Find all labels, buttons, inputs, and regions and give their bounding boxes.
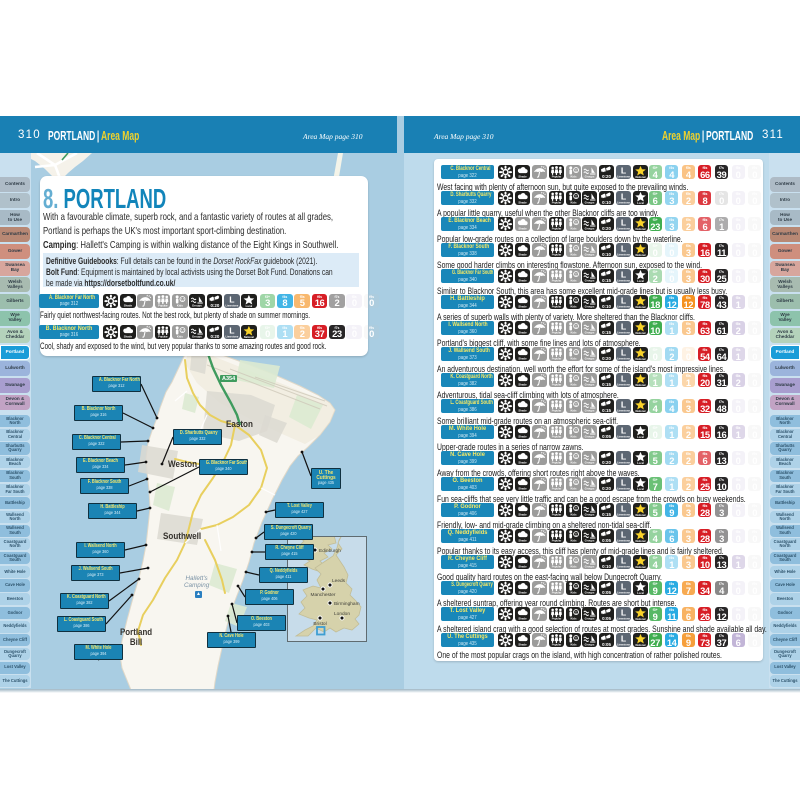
svg-text:Limestone: Limestone — [226, 334, 239, 338]
svg-text:Limestone: Limestone — [226, 303, 239, 307]
svg-text:Local: Local — [637, 435, 644, 439]
svg-text:National: National — [635, 643, 645, 647]
svg-text:Local: Local — [637, 591, 644, 595]
svg-text:Local: Local — [637, 201, 644, 205]
svg-text:National: National — [635, 227, 645, 231]
svg-text:L: L — [621, 556, 627, 566]
svg-text:L: L — [621, 582, 627, 592]
svg-text:L: L — [621, 244, 627, 254]
svg-text:L: L — [621, 374, 627, 384]
svg-text:0:10: 0:10 — [602, 304, 611, 309]
svg-text:Local: Local — [637, 487, 644, 491]
svg-text:Limestone: Limestone — [617, 643, 630, 647]
svg-text:Edinburgh: Edinburgh — [319, 548, 341, 554]
svg-text:L: L — [621, 608, 627, 618]
svg-text:Limestone: Limestone — [617, 175, 630, 179]
svg-text:0:20: 0:20 — [210, 302, 219, 307]
svg-text:Local: Local — [637, 461, 644, 465]
svg-text:0:05: 0:05 — [602, 590, 611, 595]
svg-text:Limestone: Limestone — [617, 331, 630, 335]
svg-text:Bristol: Bristol — [313, 621, 326, 627]
svg-text:National: National — [635, 617, 645, 621]
svg-text:0:05: 0:05 — [602, 642, 611, 647]
svg-text:0:20: 0:20 — [210, 333, 219, 338]
svg-text:L: L — [621, 504, 627, 514]
svg-text:Limestone: Limestone — [617, 279, 630, 283]
svg-text:0:05: 0:05 — [602, 434, 611, 439]
svg-text:National: National — [635, 383, 645, 387]
svg-text:L: L — [621, 400, 627, 410]
svg-text:Limestone: Limestone — [617, 539, 630, 543]
svg-text:National: National — [244, 335, 254, 339]
svg-text:London: London — [334, 611, 350, 617]
svg-text:L: L — [621, 478, 627, 488]
svg-text:L: L — [621, 634, 627, 644]
svg-text:L: L — [621, 192, 627, 202]
svg-text:National: National — [635, 513, 645, 517]
svg-text:L: L — [621, 530, 627, 540]
svg-text:0:15: 0:15 — [602, 278, 611, 283]
svg-text:L: L — [229, 294, 235, 304]
svg-text:Leeds: Leeds — [332, 578, 346, 584]
svg-text:Limestone: Limestone — [617, 591, 630, 595]
svg-text:0:20: 0:20 — [602, 486, 611, 491]
svg-text:Manchester: Manchester — [310, 592, 335, 598]
svg-text:Limestone: Limestone — [617, 565, 630, 569]
svg-text:National: National — [635, 539, 645, 543]
svg-text:Local: Local — [637, 279, 644, 283]
svg-text:National: National — [635, 565, 645, 569]
svg-text:L: L — [621, 270, 627, 280]
svg-text:0:05: 0:05 — [602, 616, 611, 621]
svg-text:L: L — [621, 348, 627, 358]
svg-text:0:15: 0:15 — [602, 330, 611, 335]
svg-text:Limestone: Limestone — [617, 253, 630, 257]
svg-text:L: L — [621, 426, 627, 436]
svg-text:National: National — [635, 253, 645, 257]
svg-text:Birmingham: Birmingham — [334, 601, 360, 607]
svg-text:L: L — [621, 322, 627, 332]
svg-text:0:10: 0:10 — [602, 252, 611, 257]
svg-text:0:20: 0:20 — [602, 174, 611, 179]
svg-text:Limestone: Limestone — [617, 617, 630, 621]
svg-text:0:15: 0:15 — [602, 512, 611, 517]
svg-text:0:10: 0:10 — [602, 200, 611, 205]
svg-text:L: L — [621, 452, 627, 462]
svg-text:National: National — [635, 305, 645, 309]
svg-text:Limestone: Limestone — [617, 461, 630, 465]
svg-text:National: National — [635, 175, 645, 179]
svg-text:0:05: 0:05 — [602, 538, 611, 543]
svg-text:Limestone: Limestone — [617, 227, 630, 231]
svg-text:0:20: 0:20 — [602, 460, 611, 465]
svg-text:0:20: 0:20 — [602, 356, 611, 361]
svg-text:0:10: 0:10 — [602, 564, 611, 569]
svg-text:L: L — [229, 325, 235, 335]
svg-text:National: National — [635, 331, 645, 335]
svg-text:L: L — [621, 296, 627, 306]
svg-text:Limestone: Limestone — [617, 305, 630, 309]
svg-text:L: L — [621, 166, 627, 176]
svg-text:Limestone: Limestone — [617, 383, 630, 387]
svg-text:Local: Local — [246, 304, 253, 308]
svg-text:Limestone: Limestone — [617, 357, 630, 361]
svg-text:National: National — [635, 409, 645, 413]
svg-text:0:15: 0:15 — [602, 382, 611, 387]
svg-text:National: National — [635, 357, 645, 361]
svg-text:Limestone: Limestone — [617, 409, 630, 413]
svg-text:0:20: 0:20 — [602, 226, 611, 231]
svg-text:Limestone: Limestone — [617, 513, 630, 517]
svg-text:0:15: 0:15 — [602, 408, 611, 413]
svg-text:Limestone: Limestone — [617, 201, 630, 205]
svg-text:L: L — [621, 218, 627, 228]
svg-text:Limestone: Limestone — [617, 487, 630, 491]
svg-text:Limestone: Limestone — [617, 435, 630, 439]
